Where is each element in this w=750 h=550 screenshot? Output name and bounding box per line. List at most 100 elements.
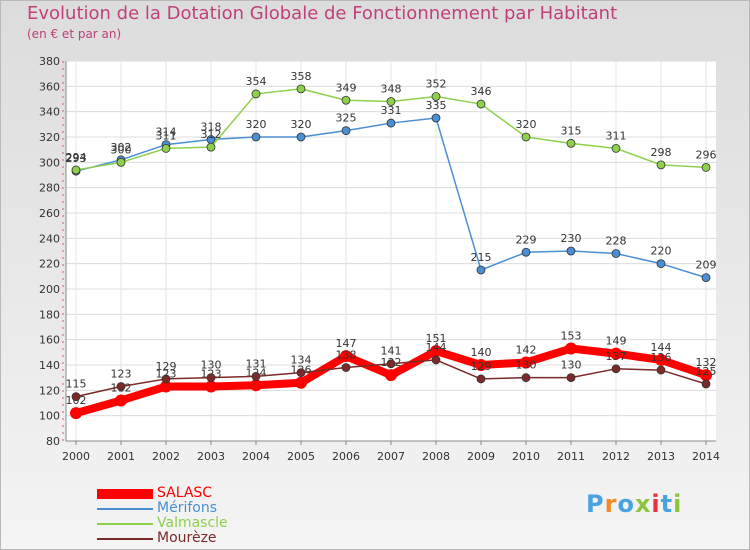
data-label: 354	[246, 75, 267, 88]
series-salasc: 1021121231231241261471321511401421531491…	[66, 330, 717, 420]
data-point	[521, 247, 531, 257]
chart-subtitle: (en € et par an)	[27, 27, 122, 41]
data-point	[610, 347, 622, 360]
data-point	[475, 359, 487, 371]
y-tick-label: 260	[39, 207, 60, 220]
data-label: 149	[606, 335, 627, 348]
y-tick-label: 80	[46, 435, 60, 448]
data-point	[71, 392, 81, 402]
x-tick-label: 2013	[647, 450, 675, 463]
data-label: 115	[66, 378, 87, 391]
data-point	[520, 356, 532, 369]
data-label: 318	[201, 121, 222, 134]
data-point	[251, 132, 261, 142]
y-tick-label: 320	[39, 131, 60, 144]
x-tick-label: 2014	[692, 450, 720, 463]
data-label: 348	[381, 83, 402, 96]
data-point	[205, 380, 217, 393]
data-point	[161, 143, 171, 153]
data-label: 130	[201, 359, 222, 372]
data-label: 144	[426, 341, 447, 354]
data-label: 129	[471, 360, 492, 373]
y-tick-label: 220	[39, 258, 60, 271]
data-point	[296, 84, 306, 94]
data-label: 349	[336, 81, 357, 94]
data-point	[700, 369, 712, 382]
y-tick-label: 140	[39, 359, 60, 372]
data-label: 153	[561, 330, 582, 343]
data-label: 320	[516, 118, 537, 131]
data-point	[566, 138, 576, 148]
y-tick-label: 360	[39, 80, 60, 93]
legend-swatch	[97, 538, 153, 540]
data-label: 137	[606, 350, 627, 363]
data-point	[701, 162, 711, 172]
data-point	[431, 92, 441, 101]
data-point	[566, 373, 576, 383]
chart-title: Evolution de la Dotation Globale de Fonc…	[27, 3, 618, 24]
data-label: 230	[561, 232, 582, 245]
data-point	[295, 376, 307, 389]
data-point	[656, 365, 666, 375]
y-tick-label: 100	[39, 410, 60, 423]
data-label: 132	[696, 356, 717, 369]
data-point	[251, 371, 261, 381]
data-label: 142	[516, 343, 537, 356]
y-tick-label: 120	[39, 384, 60, 397]
data-point	[70, 407, 82, 420]
x-tick-label: 2001	[107, 450, 135, 463]
logo-letter: x	[634, 490, 652, 518]
data-label: 352	[426, 77, 447, 90]
data-point	[71, 165, 81, 175]
data-label: 125	[696, 365, 717, 378]
data-label: 123	[156, 368, 177, 381]
x-tick-label: 2000	[62, 450, 90, 463]
x-tick-label: 2012	[602, 450, 630, 463]
logo-letter: r	[604, 490, 618, 518]
data-point	[296, 132, 306, 142]
data-label: 311	[156, 129, 177, 142]
legend-swatch	[97, 489, 153, 499]
data-point	[655, 353, 667, 366]
logo-letter: P	[586, 490, 605, 518]
legend-swatch	[97, 523, 153, 525]
x-tick-label: 2008	[422, 450, 450, 463]
data-label: 209	[696, 259, 717, 272]
data-label: 294	[66, 151, 87, 164]
data-point	[476, 374, 486, 384]
data-label: 220	[651, 245, 672, 258]
x-tick-label: 2005	[287, 450, 315, 463]
data-point	[430, 345, 442, 358]
data-label: 358	[291, 70, 312, 83]
data-label: 325	[336, 112, 357, 125]
x-tick-label: 2006	[332, 450, 360, 463]
data-point	[701, 273, 711, 283]
data-point	[250, 379, 262, 392]
legend-label: Mérifons	[157, 500, 217, 516]
data-point	[431, 113, 441, 123]
x-tick-label: 2007	[377, 450, 405, 463]
data-label: 298	[651, 146, 672, 159]
data-point	[611, 143, 621, 153]
data-point	[565, 342, 577, 355]
y-tick-label: 180	[39, 308, 60, 321]
y-tick-label: 200	[39, 283, 60, 296]
data-label: 136	[651, 351, 672, 364]
data-point	[656, 160, 666, 170]
data-label: 138	[336, 349, 357, 362]
x-tick-label: 2010	[512, 450, 540, 463]
data-label: 229	[516, 233, 537, 246]
legend-label: Mourèze	[157, 530, 217, 546]
data-point	[385, 369, 397, 382]
data-point	[431, 355, 441, 365]
data-point	[296, 368, 306, 378]
data-label: 131	[246, 357, 267, 370]
data-label: 300	[111, 143, 132, 156]
data-label: 293	[66, 152, 87, 165]
data-point	[386, 118, 396, 128]
y-tick-label: 160	[39, 334, 60, 347]
data-point	[476, 265, 486, 275]
data-point	[476, 99, 486, 109]
